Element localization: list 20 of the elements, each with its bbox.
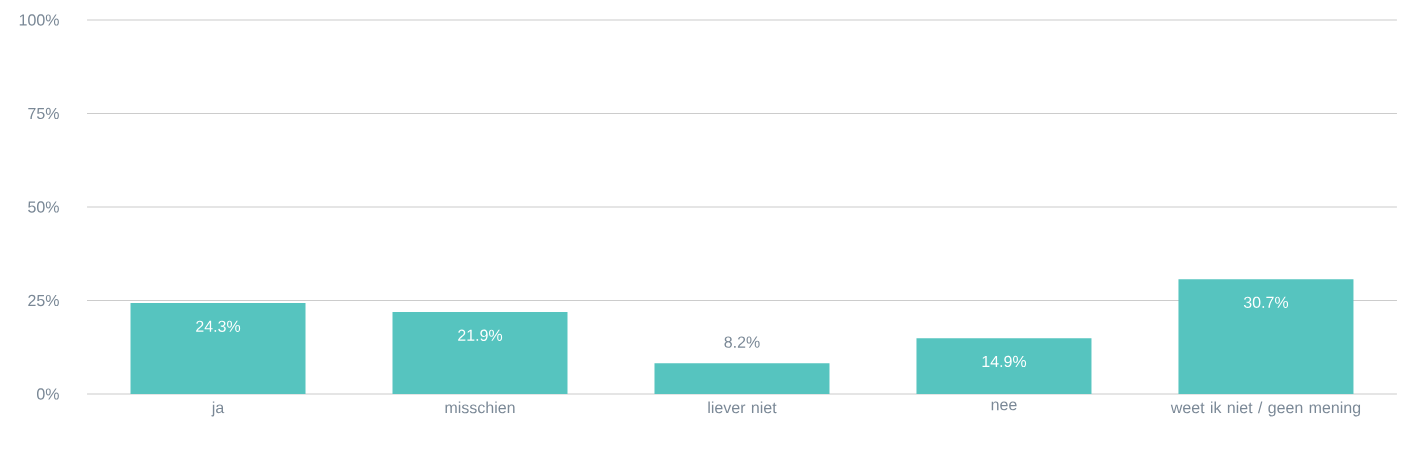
bar — [916, 338, 1092, 394]
data-label: 21.9% — [458, 329, 503, 341]
y-tick-label: 25% — [28, 294, 59, 307]
y-tick-label: 0% — [36, 388, 59, 400]
data-label: 30.7% — [1243, 296, 1289, 309]
y-tick-label: 50% — [28, 201, 59, 213]
data-label: 8.2% — [724, 336, 760, 348]
bar — [654, 363, 830, 394]
bar — [392, 312, 568, 394]
x-tick-label: weet ik niet / geen mening — [1170, 401, 1361, 417]
bar — [1178, 279, 1354, 394]
y-tick-label: 75% — [28, 107, 59, 120]
data-label: 14.9% — [982, 355, 1027, 368]
x-tick-label: misschien — [445, 401, 515, 414]
data-label: 24.3% — [196, 320, 241, 332]
y-tick-label: 100% — [19, 14, 59, 26]
x-tick-label: liever niet — [708, 401, 777, 414]
x-tick-label: nee — [991, 401, 1017, 411]
x-tick-label: ja — [211, 401, 225, 417]
bar — [130, 303, 306, 394]
